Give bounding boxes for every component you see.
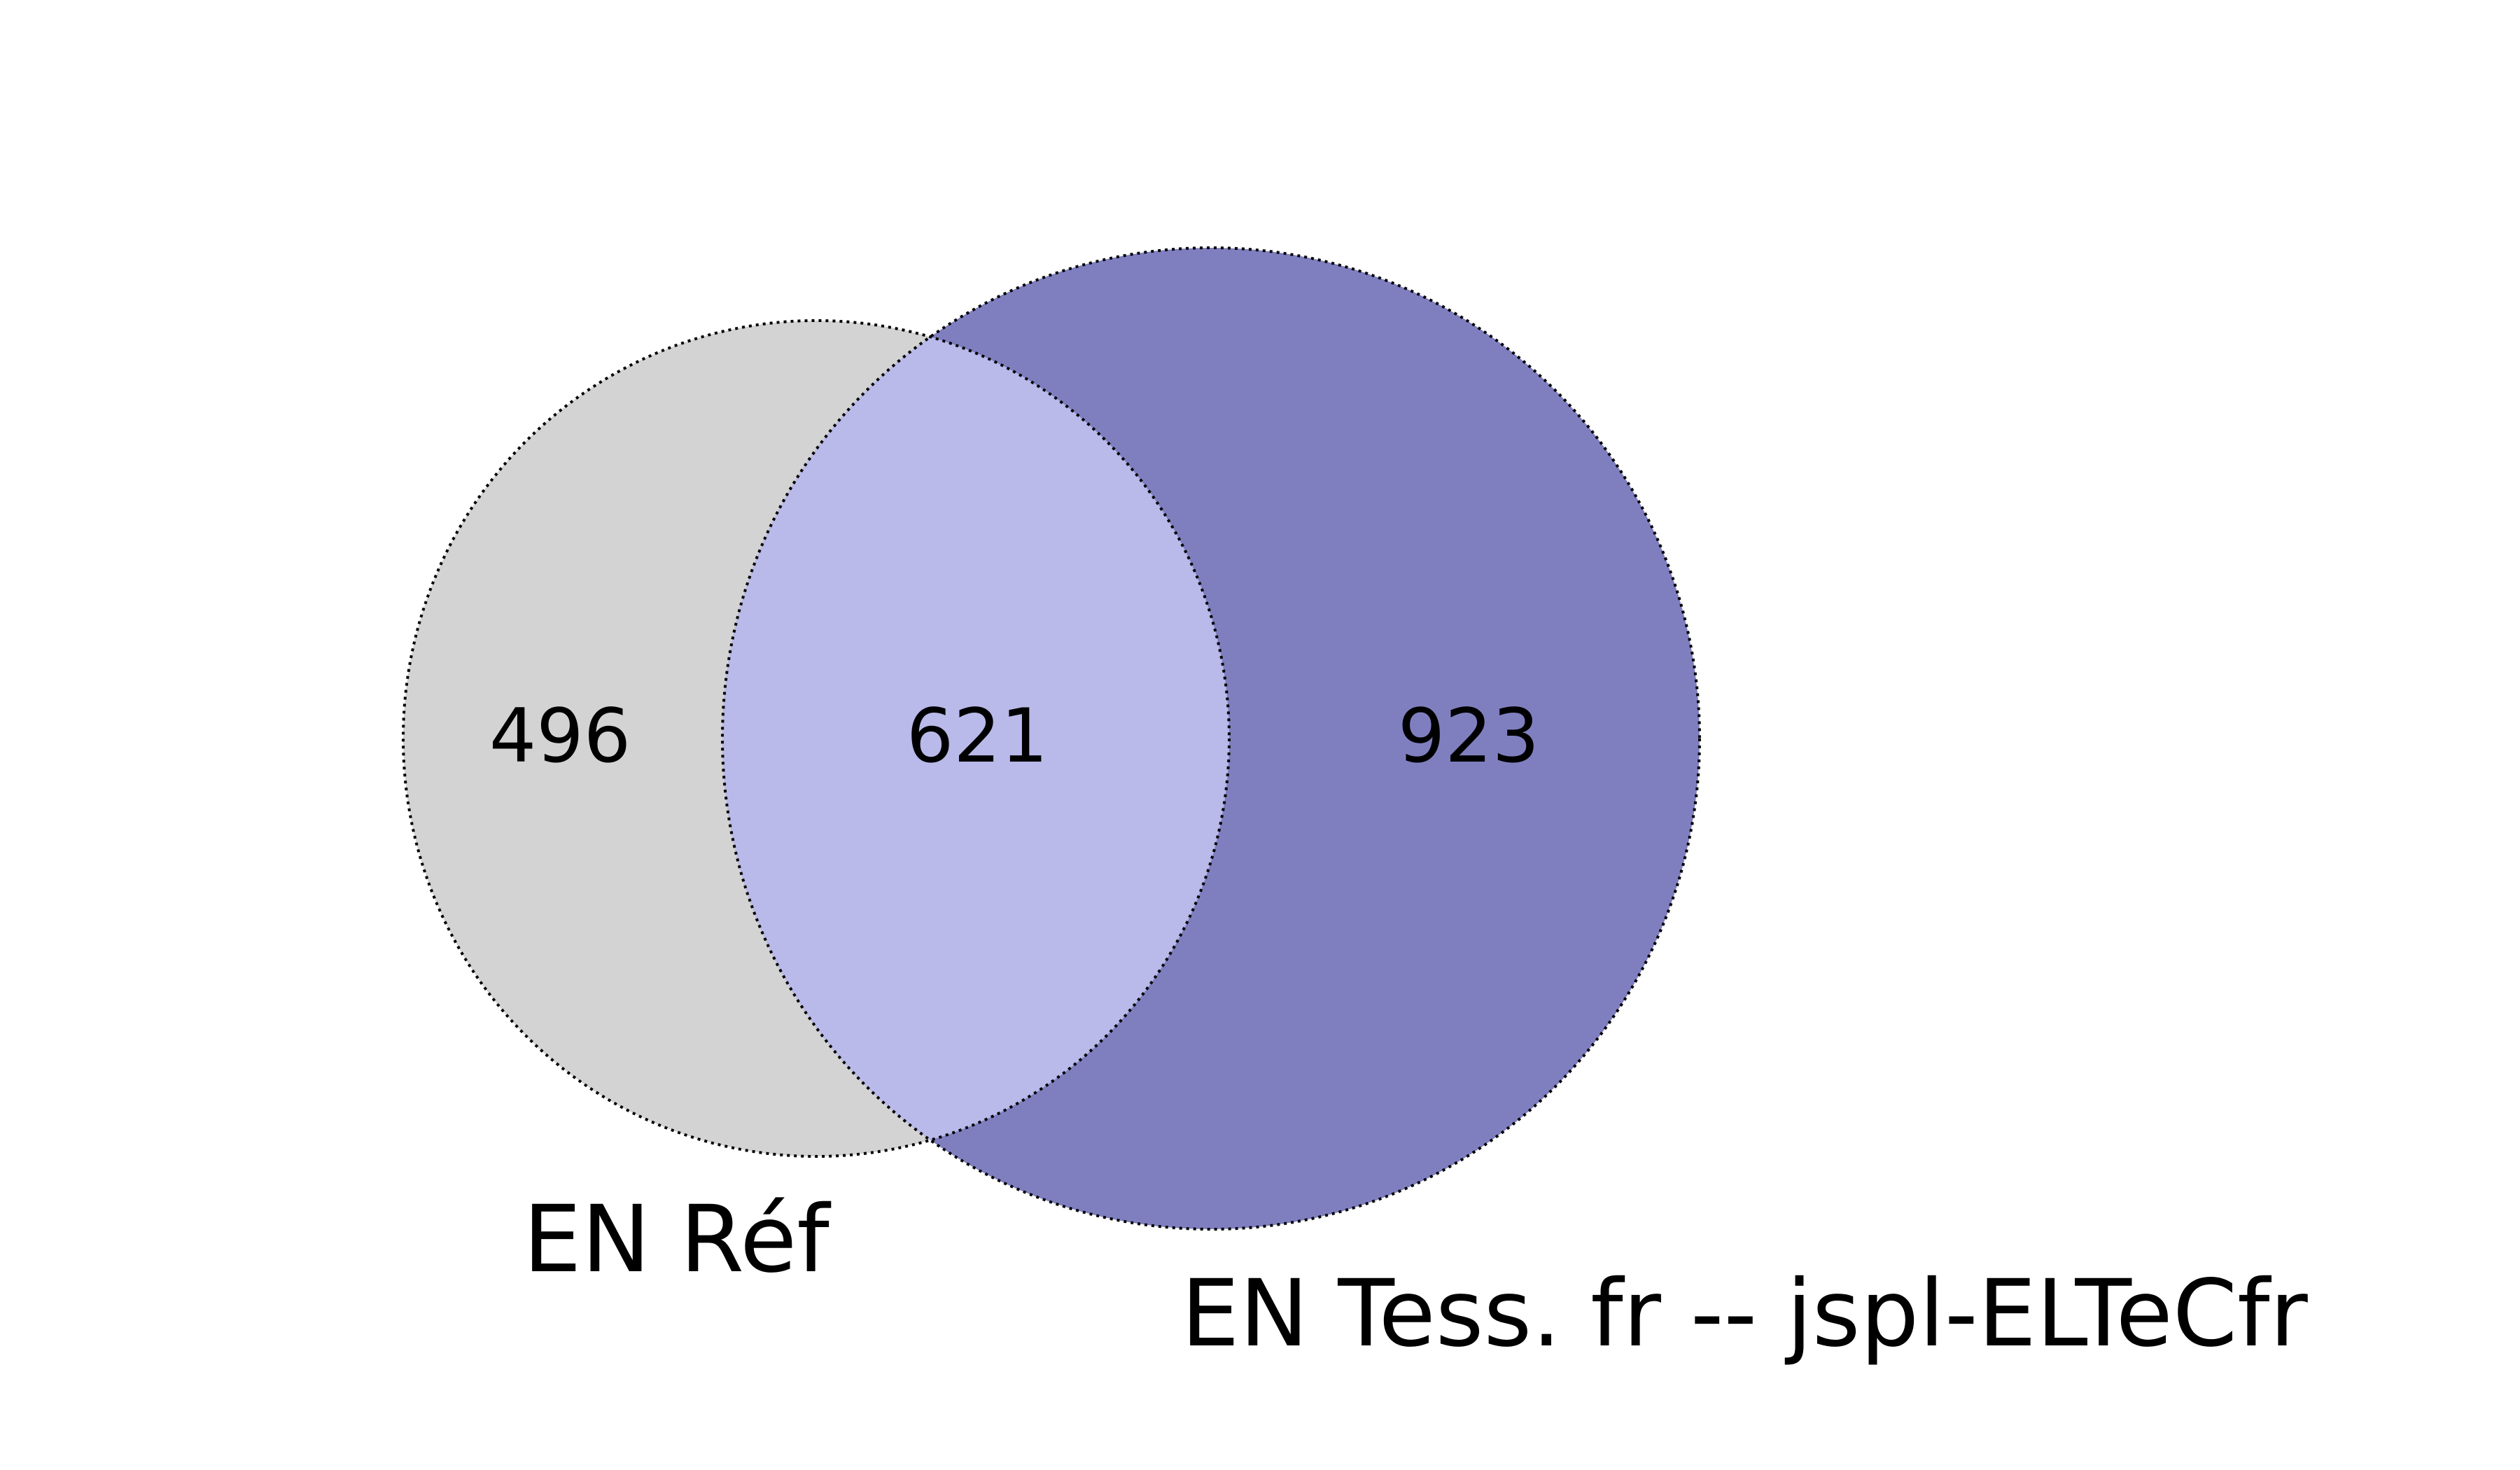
set-b-only-count: 923 xyxy=(1398,693,1539,779)
set-b-outline xyxy=(721,246,1701,1231)
set-b-label: EN Tess. fr -- jspl-ELTeCfr xyxy=(1181,1260,2308,1368)
set-a-label: EN Réf xyxy=(523,1186,831,1294)
intersection-region xyxy=(722,321,1229,1156)
set-a-outline xyxy=(402,319,1231,1158)
intersection-count: 621 xyxy=(906,693,1048,779)
set-a-only-count: 496 xyxy=(489,693,631,779)
